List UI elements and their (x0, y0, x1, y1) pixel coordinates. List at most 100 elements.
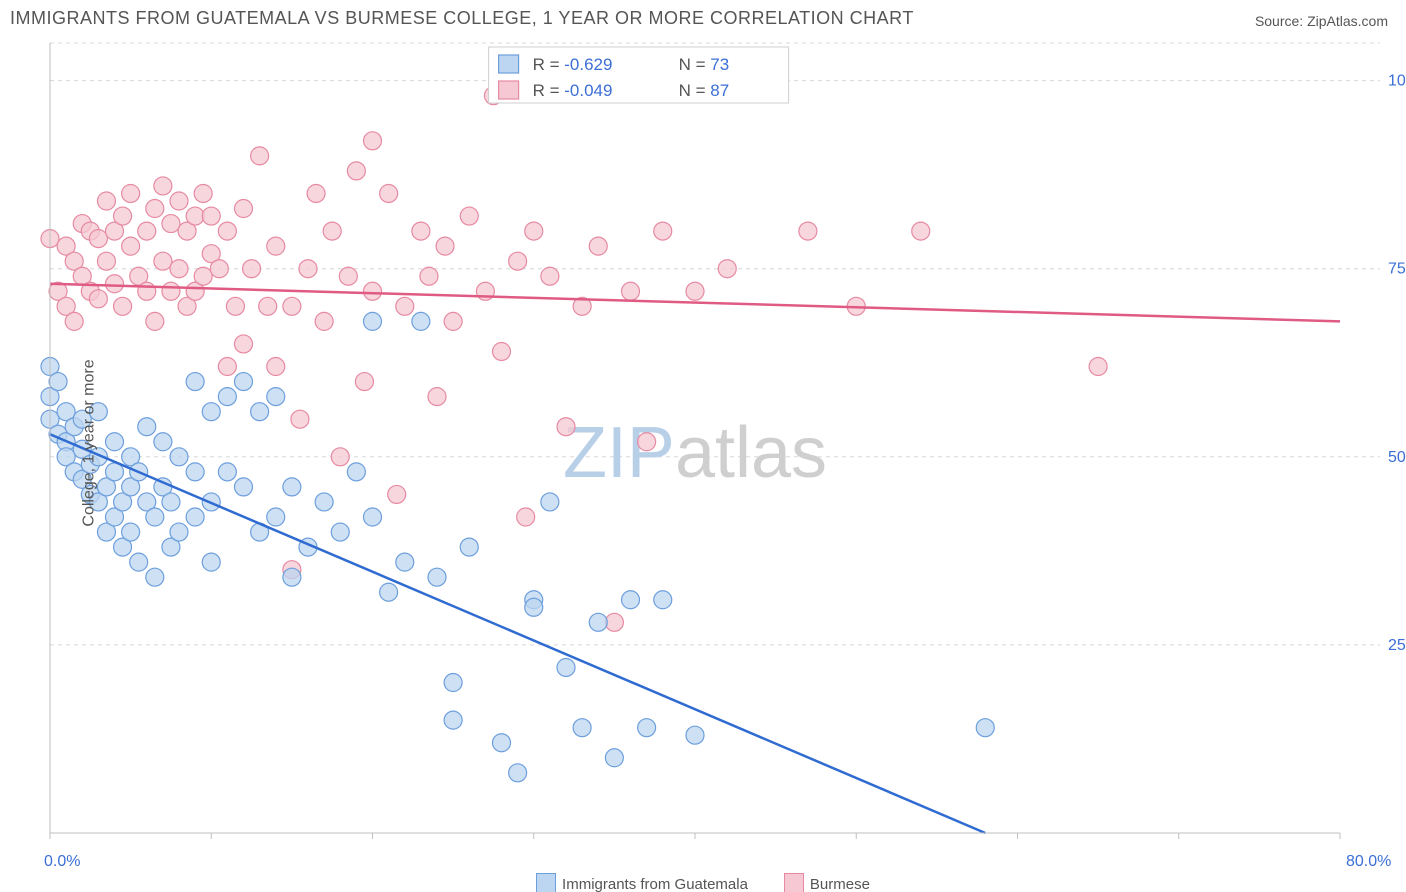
pink-point (380, 184, 398, 202)
blue-point (444, 674, 462, 692)
pink-point (388, 485, 406, 503)
pink-point (146, 312, 164, 330)
pink-point (122, 184, 140, 202)
pink-point (162, 282, 180, 300)
blue-point (976, 719, 994, 737)
pink-point (162, 215, 180, 233)
pink-point (541, 267, 559, 285)
pink-point (355, 373, 373, 391)
pink-point (299, 260, 317, 278)
legend-swatch-icon (784, 873, 804, 892)
pink-point (517, 508, 535, 526)
legend-n-label: N = 73 (679, 55, 730, 74)
blue-point (364, 508, 382, 526)
blue-point (396, 553, 414, 571)
pink-point (347, 162, 365, 180)
pink-point (605, 613, 623, 631)
y-tick-label: 100.0% (1388, 73, 1406, 90)
blue-point (573, 719, 591, 737)
pink-point (194, 184, 212, 202)
pink-point (259, 297, 277, 315)
blue-point (186, 463, 204, 481)
blue-point (283, 568, 301, 586)
scatter-chart: 25.0%50.0%75.0%100.0%ZIPatlasR = -0.629N… (0, 33, 1406, 853)
pink-point (460, 207, 478, 225)
pink-point (65, 312, 83, 330)
pink-point (106, 275, 124, 293)
blue-point (267, 508, 285, 526)
legend-swatch (499, 55, 519, 73)
pink-point (589, 237, 607, 255)
blue-point (138, 418, 156, 436)
pink-point (799, 222, 817, 240)
pink-point (315, 312, 333, 330)
blue-point (122, 523, 140, 541)
pink-point (122, 237, 140, 255)
blue-point (146, 508, 164, 526)
blue-point (380, 583, 398, 601)
pink-point (202, 207, 220, 225)
pink-point (654, 222, 672, 240)
pink-point (267, 358, 285, 376)
blue-point (186, 373, 204, 391)
pink-point (243, 260, 261, 278)
blue-point (605, 749, 623, 767)
pink-point (412, 222, 430, 240)
bottom-legend-label: Immigrants from Guatemala (562, 876, 748, 892)
pink-point (396, 297, 414, 315)
blue-point (331, 523, 349, 541)
blue-point (686, 726, 704, 744)
blue-point (235, 478, 253, 496)
pink-point (170, 260, 188, 278)
blue-point (186, 508, 204, 526)
pink-point (436, 237, 454, 255)
pink-point (235, 335, 253, 353)
blue-point (170, 448, 188, 466)
pink-point (428, 388, 446, 406)
pink-point (509, 252, 527, 270)
blue-point (202, 553, 220, 571)
legend-n-label: N = 87 (679, 81, 730, 100)
blue-point (202, 403, 220, 421)
pink-point (89, 290, 107, 308)
blue-point (162, 493, 180, 511)
blue-point (428, 568, 446, 586)
source-attribution: Source: ZipAtlas.com (1255, 13, 1388, 29)
pink-point (146, 200, 164, 218)
pink-point (154, 177, 172, 195)
bottom-legend-label: Burmese (810, 876, 870, 892)
pink-point (235, 200, 253, 218)
pink-point (186, 207, 204, 225)
pink-point (622, 282, 640, 300)
pink-point (420, 267, 438, 285)
blue-point (493, 734, 511, 752)
pink-point (218, 222, 236, 240)
pink-point (525, 222, 543, 240)
blue-point (460, 538, 478, 556)
blue-point (557, 658, 575, 676)
watermark: ZIPatlas (563, 413, 827, 493)
pink-point (194, 267, 212, 285)
pink-point (323, 222, 341, 240)
blue-point (444, 711, 462, 729)
bottom-legend: Immigrants from Guatemala Burmese (0, 873, 1406, 892)
pink-point (1089, 358, 1107, 376)
pink-point (89, 230, 107, 248)
pink-point (307, 184, 325, 202)
pink-point (912, 222, 930, 240)
blue-point (364, 312, 382, 330)
blue-point (654, 591, 672, 609)
blue-point (235, 373, 253, 391)
pink-point (251, 147, 269, 165)
pink-point (291, 410, 309, 428)
blue-point (589, 613, 607, 631)
pink-point (557, 418, 575, 436)
source-link[interactable]: ZipAtlas.com (1307, 13, 1388, 29)
bottom-legend-item: Immigrants from Guatemala (536, 873, 748, 892)
pink-point (218, 358, 236, 376)
pink-point (210, 260, 228, 278)
pink-point (444, 312, 462, 330)
legend-r-label: R = -0.049 (533, 81, 613, 100)
blue-point (509, 764, 527, 782)
blue-point (146, 568, 164, 586)
